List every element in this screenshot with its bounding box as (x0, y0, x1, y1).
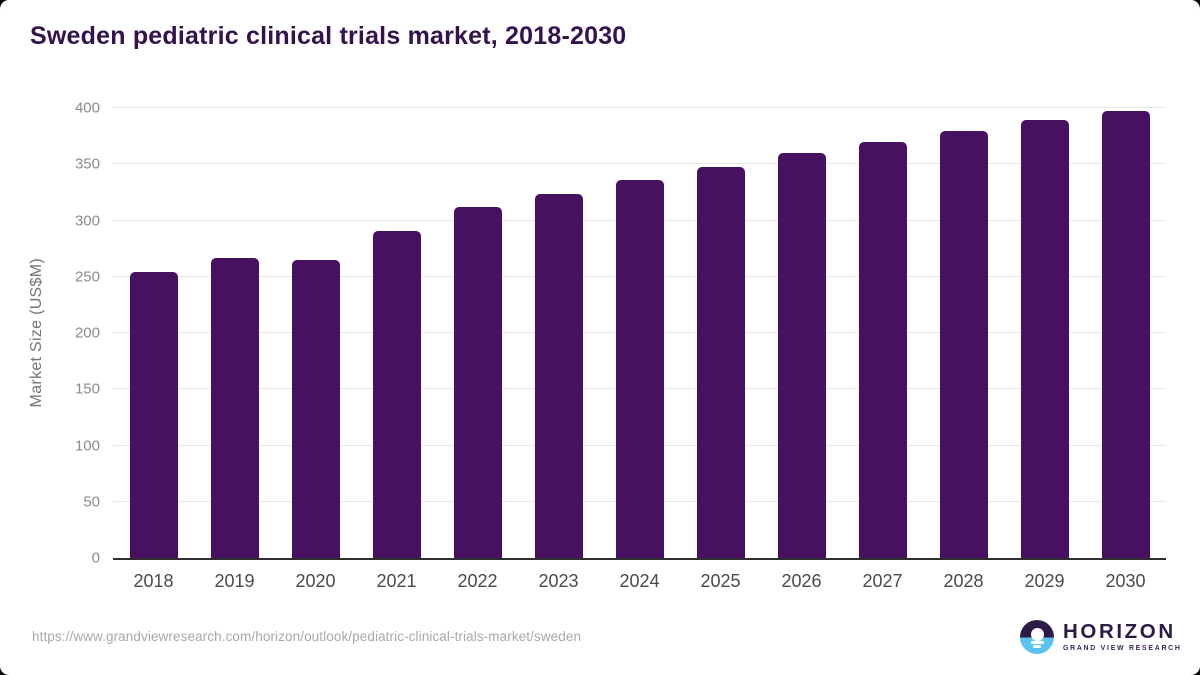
bar-2026 (777, 153, 826, 558)
y-tick-label: 200 (74, 324, 100, 342)
x-tick-label: 2028 (943, 571, 984, 591)
horizon-logo: HORIZON GRAND VIEW RESEARCH (1020, 620, 1182, 654)
x-tick-label: 2030 (1105, 571, 1146, 591)
chart-title: Sweden pediatric clinical trials market,… (30, 22, 627, 50)
bar-2022 (453, 207, 502, 558)
logo-subbrand: GRAND VIEW RESEARCH (1063, 645, 1182, 653)
y-tick-label: 250 (74, 268, 100, 286)
y-tick-label: 150 (74, 380, 100, 398)
gridline (113, 163, 1166, 165)
x-tick-label: 2029 (1024, 571, 1065, 591)
y-axis-title: Market Size (US$M) (28, 108, 46, 558)
x-tick-label: 2026 (781, 571, 822, 591)
y-tick-label: 50 (83, 493, 100, 511)
y-axis-title-label: Market Size (US$M) (28, 258, 45, 408)
sun-reflection-dash (1033, 645, 1041, 648)
bar-2019 (210, 257, 259, 558)
bar-2021 (372, 230, 421, 558)
bar-2023 (534, 193, 583, 558)
sun-circle (1030, 627, 1044, 641)
x-tick-label: 2019 (214, 571, 255, 591)
bar-2030 (1101, 111, 1150, 558)
bar-2024 (615, 180, 664, 558)
y-tick-label: 400 (74, 99, 100, 117)
x-tick-label: 2018 (133, 571, 174, 591)
bar-2027 (858, 141, 907, 558)
sun-reflection-dash (1030, 641, 1044, 644)
logo-text: HORIZON GRAND VIEW RESEARCH (1063, 619, 1182, 653)
source-url: https://www.grandviewresearch.com/horizo… (32, 629, 582, 644)
x-tick-label: 2021 (376, 571, 417, 591)
bar-2018 (129, 272, 178, 558)
plot-area: 0 50 100 150 200 250 300 350 400 2018 2019 2020 2021… (75, 100, 1166, 591)
x-tick-label: 2027 (862, 571, 903, 591)
x-tick-label: 2022 (457, 571, 498, 591)
gridline (113, 107, 1166, 108)
logo-brand: HORIZON (1063, 619, 1176, 643)
x-tick-label: 2024 (619, 571, 660, 591)
bar-2028 (939, 130, 988, 558)
x-tick-label: 2020 (295, 571, 336, 591)
x-tick-label: 2023 (538, 571, 579, 591)
bar-2020 (291, 259, 340, 558)
y-tick-label: 350 (74, 155, 100, 173)
horizon-sun-icon (1020, 620, 1054, 654)
bar-2029 (1020, 120, 1069, 558)
y-tick-label: 0 (91, 549, 100, 567)
y-tick-label: 300 (74, 212, 100, 229)
y-tick-label: 100 (74, 437, 100, 454)
x-tick-label: 2025 (700, 571, 741, 591)
bar-2025 (696, 166, 745, 558)
